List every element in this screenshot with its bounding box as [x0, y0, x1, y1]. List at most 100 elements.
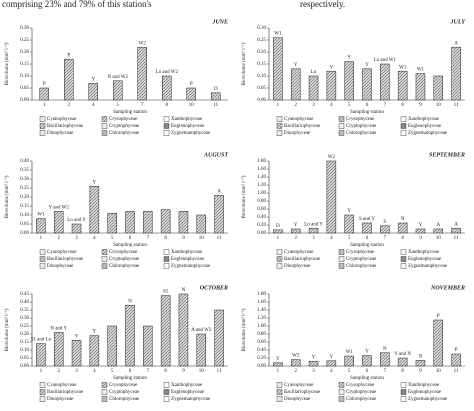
x-tick-label: 5 — [348, 236, 351, 241]
legend-label: Bacillariophyceae — [284, 390, 321, 395]
y-tick-label: 1.20 — [257, 183, 266, 188]
x-tick-label: 7 — [384, 103, 387, 108]
legend-label: Chlorophyceae — [346, 264, 377, 269]
x-tick-label: 1 — [277, 103, 280, 108]
legend-label: Xanthophyceae — [408, 117, 440, 122]
bar — [36, 343, 46, 367]
legend-label: Zygnematophyceae — [171, 397, 211, 402]
legend-swatch — [400, 389, 407, 395]
y-tick-label: 0.05 — [20, 86, 29, 91]
x-tick-label: 3 — [312, 236, 315, 241]
x-tick-label: 5 — [117, 103, 120, 108]
legend-swatch — [101, 256, 108, 262]
legend-swatch — [338, 382, 345, 388]
x-tick-label: 2 — [294, 369, 297, 374]
legend-label: Zygnematophyceae — [171, 131, 211, 136]
legend-swatch — [400, 130, 407, 136]
x-tick-label: 4 — [92, 103, 95, 108]
chart-title: NOVEMBER — [430, 285, 465, 291]
bar-annotation: P — [455, 348, 458, 353]
y-axis-label: Biovolume (mm³ l⁻¹) — [241, 175, 247, 218]
bar-annotation: W2 — [292, 354, 300, 359]
legend-swatch — [400, 116, 407, 122]
bar — [451, 227, 461, 234]
x-tick-label: 9 — [182, 236, 185, 241]
legend-swatch — [338, 249, 345, 255]
legend-label: Zygnematophyceae — [408, 397, 448, 402]
legend-swatch — [39, 249, 46, 255]
bar — [415, 360, 426, 367]
bar — [290, 228, 301, 234]
legend-swatch — [101, 389, 108, 395]
bar-annotation: N — [128, 299, 132, 304]
y-tick-label: 0.10 — [257, 74, 266, 79]
y-tick-label: 0.15 — [257, 62, 266, 67]
bar — [211, 92, 221, 101]
x-tick-label: 8 — [401, 236, 404, 241]
legend-swatch — [276, 396, 283, 402]
bar — [143, 211, 153, 234]
y-tick-label: 0.30 — [257, 26, 266, 31]
x-tick-label: 1 — [40, 236, 43, 241]
legend-swatch — [39, 116, 46, 122]
page-text: comprising 23% and 79% of this station's — [2, 0, 152, 9]
bar-annotation: Lo and Y — [67, 218, 86, 223]
x-tick-label: 6 — [129, 369, 132, 374]
bar-annotation: S1 — [163, 290, 169, 295]
y-tick-label: 1.60 — [257, 300, 266, 305]
bar-annotation: W1 — [417, 68, 425, 73]
bar — [196, 214, 207, 234]
legend-swatch — [276, 263, 283, 269]
bar-annotation: A and W2 — [191, 328, 212, 333]
bar — [107, 212, 117, 234]
x-tick-label: 4 — [93, 236, 96, 241]
x-tick-label: 7 — [384, 369, 387, 374]
y-tick-label: 0.25 — [20, 38, 29, 43]
x-tick-label: 8 — [164, 369, 167, 374]
bar-annotation: D — [276, 224, 280, 229]
bar — [162, 75, 172, 101]
x-tick-label: 9 — [419, 369, 422, 374]
legend-label: Crysophyceae — [346, 383, 375, 388]
legend-swatch — [163, 130, 170, 136]
legend-swatch — [276, 116, 283, 122]
legend-swatch — [400, 249, 407, 255]
bar-annotation: Y — [91, 77, 95, 82]
legend-swatch — [338, 263, 345, 269]
legend-swatch — [276, 389, 283, 395]
bar — [125, 211, 135, 234]
bar — [433, 75, 444, 101]
bar-annotation: P — [437, 314, 440, 319]
bar-annotation: N — [383, 347, 387, 352]
bar-annotation: N and Y — [50, 327, 67, 332]
bar — [53, 332, 64, 367]
y-tick-label: 1.00 — [257, 324, 266, 329]
y-axis-label: Biovolume (mm³ l⁻¹) — [241, 308, 247, 351]
x-tick-label: 7 — [141, 103, 144, 108]
x-tick-label: 2 — [57, 369, 60, 374]
legend-label: Euglenophyceae — [408, 257, 442, 262]
legend-label: Cyanophyceae — [47, 117, 77, 122]
y-axis-label: Biovolume (mm³ l⁻¹) — [241, 42, 247, 85]
bar — [36, 218, 46, 234]
bar — [326, 160, 337, 234]
x-tick-label: 4 — [93, 369, 96, 374]
y-tick-label: 0.15 — [20, 62, 29, 67]
bar — [362, 355, 372, 367]
bar-annotation: N and W2 — [108, 75, 129, 80]
bar-annotation: Y — [75, 335, 79, 340]
bar — [273, 229, 283, 234]
bar-annotation: W2 — [139, 41, 147, 46]
bar-annotation: S1 and Lo — [31, 338, 52, 343]
bar — [362, 222, 372, 234]
x-axis-label: Sampling station — [113, 376, 147, 381]
x-tick-label: 7 — [384, 236, 387, 241]
legend-label: Cyanophyceae — [284, 383, 314, 388]
bar-annotation: Y — [365, 63, 369, 68]
x-tick-label: 11 — [454, 236, 459, 241]
bar — [143, 325, 153, 367]
y-tick-label: 0.80 — [257, 199, 266, 204]
x-tick-label: 6 — [366, 103, 369, 108]
x-axis-label: Sampling station — [113, 110, 147, 115]
